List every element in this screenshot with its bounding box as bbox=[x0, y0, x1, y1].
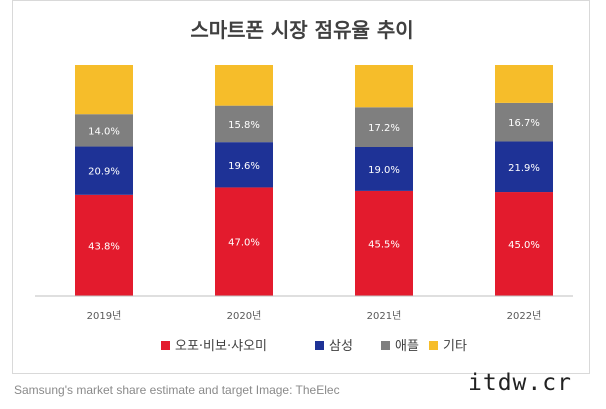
x-tick-label: 2021년 bbox=[367, 310, 402, 322]
legend-swatch bbox=[161, 341, 170, 350]
bar-segment bbox=[215, 142, 273, 188]
data-label: 43.8% bbox=[88, 241, 120, 252]
bar-segment bbox=[355, 147, 413, 191]
bar-segment bbox=[75, 114, 133, 147]
bar-segment bbox=[75, 194, 133, 296]
data-label: 20.9% bbox=[88, 167, 120, 178]
x-tick-labels: 2019년 2020년 2021년 2022년 bbox=[87, 310, 542, 322]
legend-swatch bbox=[381, 341, 390, 350]
data-label: 21.9% bbox=[508, 163, 540, 174]
legend-label: 오포·비보·샤오미 bbox=[175, 339, 267, 354]
x-tick-label: 2020년 bbox=[227, 310, 262, 322]
data-label: 45.0% bbox=[508, 240, 540, 251]
legend-swatch bbox=[429, 341, 438, 350]
legend-label: 삼성 bbox=[329, 339, 353, 354]
data-label: 14.0% bbox=[88, 126, 120, 137]
bar-segment bbox=[495, 65, 553, 103]
bar-segment bbox=[495, 192, 553, 296]
chart-frame: 스마트폰 시장 점유율 추이 43.8% 20.9% 14.0% 47.0% 19.6%… bbox=[12, 0, 590, 374]
legend: 오포·비보·샤오미 삼성 애플 기타 bbox=[161, 339, 467, 354]
bar-segment bbox=[355, 65, 413, 108]
data-label: 45.5% bbox=[368, 239, 400, 250]
legend-swatch bbox=[315, 341, 324, 350]
data-label: 19.0% bbox=[368, 165, 400, 176]
bar-segment bbox=[215, 105, 273, 143]
chart-title: 스마트폰 시장 점유율 추이 bbox=[190, 18, 413, 42]
image-caption: Samsung's market share estimate and targ… bbox=[14, 383, 340, 397]
bar-segment bbox=[215, 187, 273, 296]
watermark: itdw.cr bbox=[468, 370, 572, 396]
data-label: 17.2% bbox=[368, 123, 400, 134]
bar-segment bbox=[495, 102, 553, 142]
bar-segment bbox=[495, 141, 553, 193]
bar-segment bbox=[75, 65, 133, 115]
legend-label: 기타 bbox=[443, 339, 467, 354]
stacked-bar-chart: 스마트폰 시장 점유율 추이 43.8% 20.9% 14.0% 47.0% 19.6%… bbox=[35, 18, 573, 354]
bars-group: 43.8% 20.9% 14.0% 47.0% 19.6% 15.8% 45.5% 19.0%… bbox=[75, 65, 553, 296]
bar-segment bbox=[75, 146, 133, 195]
legend-label: 애플 bbox=[395, 339, 419, 354]
bar-segment bbox=[355, 107, 413, 148]
data-label: 47.0% bbox=[228, 238, 260, 249]
x-tick-label: 2019년 bbox=[87, 310, 122, 322]
data-label: 19.6% bbox=[228, 161, 260, 172]
bar-segment bbox=[355, 190, 413, 296]
x-tick-label: 2022년 bbox=[507, 310, 542, 322]
bar-segment bbox=[215, 65, 273, 106]
data-label: 16.7% bbox=[508, 118, 540, 129]
data-label: 15.8% bbox=[228, 120, 260, 131]
